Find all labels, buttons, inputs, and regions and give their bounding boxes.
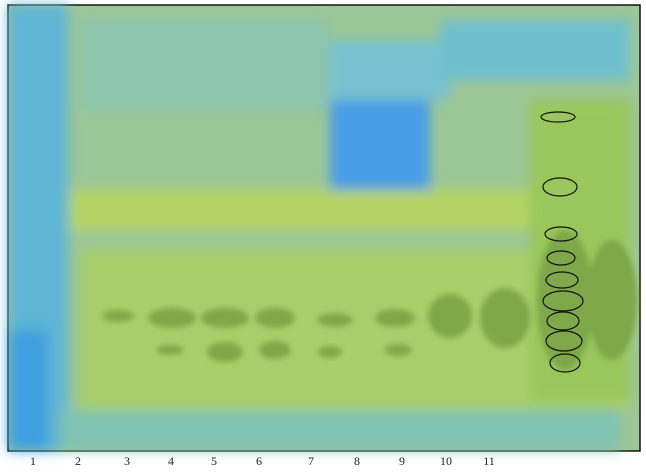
lane-label: 7 <box>308 454 314 468</box>
gel-figure: 1 2 3 4 5 6 7 8 9 10 11 <box>0 0 646 475</box>
lane-label: 3 <box>124 454 130 468</box>
lane-label: 4 <box>168 454 174 468</box>
lane-label: 5 <box>211 454 217 468</box>
lane-label: 6 <box>256 454 262 468</box>
lane-labels: 1 2 3 4 5 6 7 8 9 10 11 <box>30 454 495 468</box>
lane-label: 8 <box>354 454 360 468</box>
gel-image <box>8 5 640 451</box>
lane-label: 10 <box>440 454 452 468</box>
lane-label: 11 <box>483 454 495 468</box>
lane-label: 9 <box>399 454 405 468</box>
lane-label: 2 <box>75 454 81 468</box>
lane-label: 1 <box>30 454 36 468</box>
